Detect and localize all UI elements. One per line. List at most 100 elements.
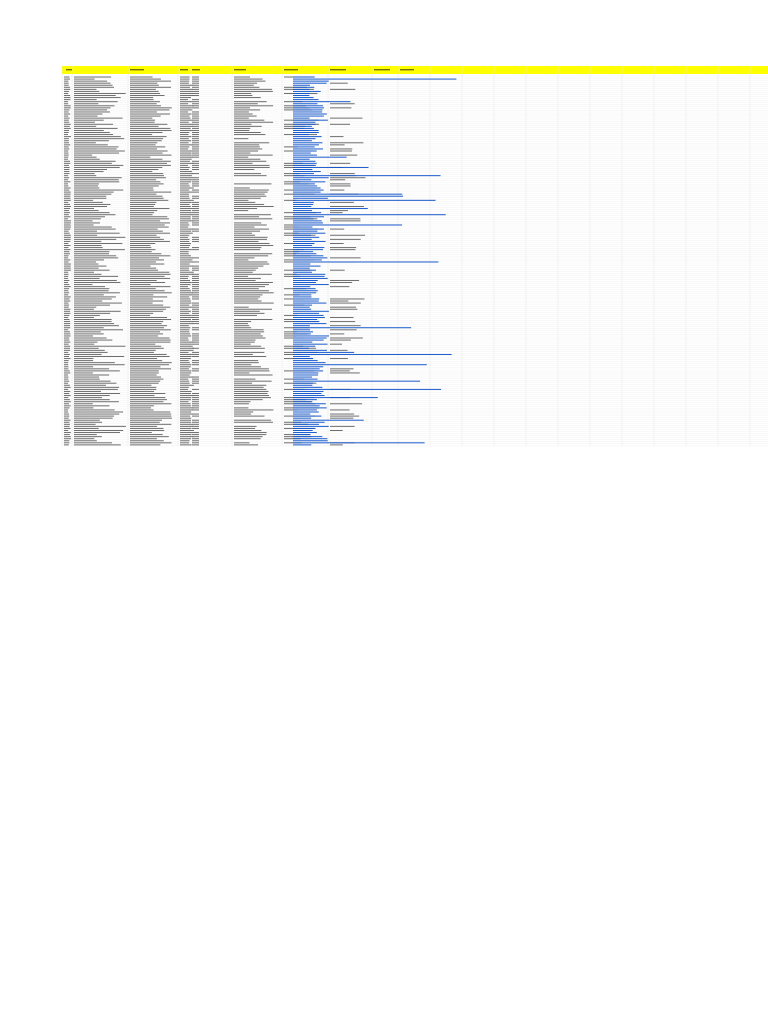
year-cell[interactable] — [192, 144, 199, 146]
extra-cell[interactable] — [284, 273, 297, 275]
name-cell[interactable] — [234, 169, 255, 170]
notes-cell[interactable] — [330, 339, 351, 341]
name-cell[interactable] — [234, 356, 267, 357]
category-cell[interactable] — [130, 132, 163, 133]
name-cell[interactable] — [234, 444, 259, 446]
title-cell[interactable] — [74, 259, 104, 261]
category-cell[interactable] — [130, 257, 160, 259]
category-cell[interactable] — [130, 175, 165, 177]
table-row[interactable] — [64, 197, 328, 199]
category-cell[interactable] — [130, 277, 171, 279]
table-row[interactable] — [64, 218, 361, 220]
link-cell[interactable] — [293, 393, 322, 394]
title-cell[interactable] — [74, 411, 124, 413]
status-cell[interactable] — [180, 331, 190, 333]
title-cell[interactable] — [74, 197, 107, 199]
year-cell[interactable] — [192, 181, 199, 183]
name-cell[interactable] — [234, 80, 266, 82]
link-cell[interactable] — [293, 415, 322, 417]
table-row[interactable] — [64, 263, 311, 265]
title-cell[interactable] — [74, 417, 113, 419]
link-cell[interactable] — [293, 390, 324, 392]
status-cell[interactable] — [180, 444, 192, 446]
title-cell[interactable] — [74, 399, 110, 401]
notes-cell[interactable] — [330, 103, 355, 105]
status-cell[interactable] — [180, 253, 189, 255]
link-cell[interactable] — [293, 319, 318, 320]
extra-cell[interactable] — [284, 331, 297, 333]
category-cell[interactable] — [130, 253, 162, 255]
year-cell[interactable] — [192, 267, 199, 269]
category-cell[interactable] — [130, 208, 170, 210]
title-cell[interactable] — [74, 386, 120, 388]
title-cell[interactable] — [74, 432, 120, 434]
table-row[interactable] — [64, 103, 355, 105]
link-cell[interactable] — [293, 156, 347, 158]
title-cell[interactable] — [74, 80, 108, 82]
status-cell[interactable] — [180, 138, 189, 140]
status-cell[interactable] — [180, 343, 192, 345]
name-cell[interactable] — [234, 197, 261, 199]
name-cell[interactable] — [234, 282, 273, 283]
status-cell[interactable] — [180, 286, 189, 288]
status-cell[interactable] — [180, 284, 191, 286]
title-cell[interactable] — [74, 316, 94, 318]
status-cell[interactable] — [180, 150, 194, 152]
status-cell[interactable] — [180, 339, 189, 341]
name-cell[interactable] — [234, 390, 269, 392]
category-cell[interactable] — [130, 152, 163, 154]
category-cell[interactable] — [130, 419, 162, 421]
link-cell[interactable] — [293, 304, 312, 306]
table-row[interactable] — [64, 395, 325, 397]
link-cell[interactable] — [293, 125, 312, 127]
title-cell[interactable] — [74, 353, 102, 355]
year-cell[interactable] — [192, 360, 199, 362]
year-cell[interactable] — [192, 286, 199, 288]
link-cell[interactable] — [293, 171, 321, 173]
name-cell[interactable] — [234, 210, 249, 212]
title-cell[interactable] — [74, 282, 121, 283]
status-cell[interactable] — [180, 345, 193, 347]
name-cell[interactable] — [234, 337, 266, 339]
title-cell[interactable] — [74, 341, 98, 343]
link-cell[interactable] — [293, 240, 326, 242]
link-cell[interactable] — [293, 115, 324, 117]
title-cell[interactable] — [74, 255, 117, 257]
table-row[interactable] — [64, 298, 365, 300]
name-cell[interactable] — [234, 206, 274, 207]
table-row[interactable] — [64, 427, 316, 429]
status-cell[interactable] — [180, 243, 191, 244]
name-cell[interactable] — [234, 253, 273, 255]
table-row[interactable] — [64, 393, 322, 394]
year-cell[interactable] — [192, 353, 199, 355]
title-cell[interactable] — [74, 376, 100, 378]
status-cell[interactable] — [180, 82, 189, 84]
status-cell[interactable] — [180, 271, 194, 273]
name-cell[interactable] — [234, 409, 274, 411]
link-cell[interactable] — [293, 185, 318, 187]
table-row[interactable] — [64, 376, 313, 378]
title-cell[interactable] — [74, 300, 103, 302]
link-cell[interactable] — [293, 247, 325, 249]
year-cell[interactable] — [192, 166, 199, 168]
name-cell[interactable] — [234, 117, 249, 119]
table-row[interactable] — [64, 105, 324, 107]
name-cell[interactable] — [234, 290, 269, 292]
year-cell[interactable] — [192, 216, 199, 218]
link-cell[interactable] — [293, 370, 324, 372]
table-row[interactable] — [64, 220, 361, 222]
status-cell[interactable] — [180, 140, 192, 142]
extra-cell[interactable] — [284, 421, 302, 423]
table-row[interactable] — [64, 370, 350, 372]
table-row[interactable] — [64, 199, 436, 201]
title-cell[interactable] — [74, 380, 111, 382]
category-cell[interactable] — [130, 125, 159, 127]
link-cell[interactable] — [293, 277, 328, 279]
table-row[interactable] — [64, 321, 356, 323]
category-cell[interactable] — [130, 245, 151, 247]
link-cell[interactable] — [293, 261, 439, 263]
category-cell[interactable] — [130, 323, 162, 325]
table-row[interactable] — [64, 113, 327, 115]
table-row[interactable] — [64, 380, 421, 382]
status-cell[interactable] — [180, 173, 194, 175]
